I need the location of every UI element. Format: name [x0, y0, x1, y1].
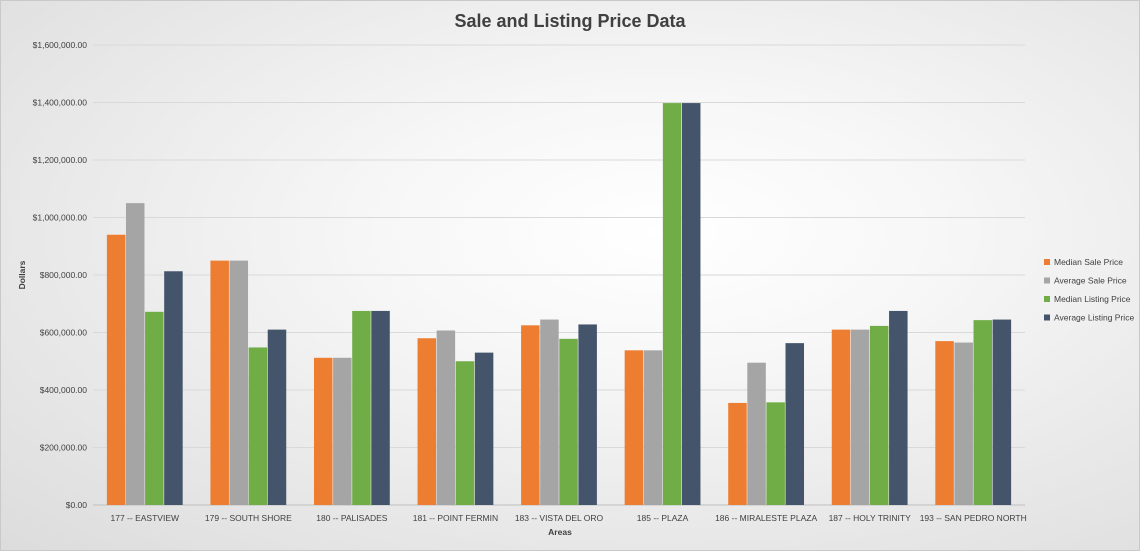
bar-average-sale-price-1 — [229, 260, 249, 505]
bar-median-listing-price-4 — [559, 338, 578, 505]
y-tick-label: $600,000.00 — [40, 328, 88, 338]
bar-average-listing-price-7 — [889, 310, 908, 505]
y-tick-label: $1,400,000.00 — [33, 98, 88, 108]
bar-average-sale-price-3 — [436, 330, 456, 505]
bar-median-sale-price-8 — [935, 341, 954, 505]
bar-average-sale-price-5 — [643, 350, 663, 505]
x-axis-title: Areas — [548, 527, 572, 537]
bars — [106, 103, 1012, 505]
y-tick-label: $0.00 — [66, 500, 88, 510]
y-tick-label: $400,000.00 — [40, 385, 88, 395]
bar-median-sale-price-6 — [728, 402, 747, 505]
bar-average-sale-price-4 — [540, 319, 559, 505]
legend-label: Average Sale Price — [1054, 276, 1127, 286]
bar-median-listing-price-7 — [869, 325, 889, 505]
bar-average-sale-price-7 — [850, 329, 870, 505]
bar-average-listing-price-1 — [267, 329, 287, 505]
chart-title: Sale and Listing Price Data — [454, 11, 686, 31]
bar-median-sale-price-3 — [417, 338, 437, 505]
x-tick-label: 193 -- SAN PEDRO NORTH — [920, 513, 1027, 523]
bar-average-listing-price-2 — [371, 310, 390, 505]
legend-label: Average Listing Price — [1054, 313, 1134, 323]
bar-median-sale-price-2 — [313, 357, 333, 505]
bar-average-sale-price-0 — [125, 203, 145, 505]
y-tick-label: $800,000.00 — [40, 270, 88, 280]
y-axis-title: Dollars — [17, 260, 27, 289]
x-tick-label: 177 -- EASTVIEW — [111, 513, 180, 523]
bar-average-sale-price-2 — [333, 357, 352, 505]
bar-average-sale-price-6 — [747, 362, 766, 505]
y-axis-tick-labels: $0.00 $200,000.00 $400,000.00 $600,000.00 $8… — [33, 40, 88, 510]
x-tick-label: 179 -- SOUTH SHORE — [205, 513, 292, 523]
x-tick-label: 180 -- PALISADES — [316, 513, 388, 523]
legend-swatch — [1044, 296, 1050, 302]
bar-average-listing-price-4 — [578, 324, 597, 505]
bar-average-listing-price-8 — [992, 319, 1012, 505]
x-tick-label: 185 -- PLAZA — [637, 513, 689, 523]
y-tick-label: $1,600,000.00 — [33, 40, 88, 50]
legend-label: Median Sale Price — [1054, 257, 1123, 267]
x-tick-label: 187 -- HOLY TRINITY — [829, 513, 912, 523]
x-tick-label: 183 -- VISTA DEL ORO — [515, 513, 604, 523]
y-tick-label: $1,200,000.00 — [33, 155, 88, 165]
bar-average-listing-price-6 — [785, 343, 805, 505]
bar-median-sale-price-5 — [624, 350, 644, 505]
y-tick-label: $1,000,000.00 — [33, 213, 88, 223]
bar-average-sale-price-8 — [954, 342, 973, 505]
legend-swatch — [1044, 277, 1050, 284]
legend-swatch — [1044, 314, 1050, 321]
bar-median-sale-price-1 — [210, 260, 229, 505]
x-tick-label: 181 -- POINT FERMIN — [413, 513, 498, 523]
y-tick-label: $200,000.00 — [40, 443, 88, 453]
bar-median-sale-price-7 — [831, 329, 851, 505]
x-axis-tick-labels: 177 -- EASTVIEW 179 -- SOUTH SHORE 180 -- … — [111, 513, 1027, 523]
bar-median-listing-price-6 — [766, 402, 785, 505]
bar-median-sale-price-0 — [106, 234, 126, 505]
gridlines — [93, 44, 1025, 506]
bar-median-listing-price-8 — [973, 320, 993, 505]
bar-median-listing-price-2 — [352, 310, 371, 505]
bar-median-listing-price-3 — [455, 361, 475, 505]
bar-median-listing-price-5 — [662, 103, 682, 505]
legend: Median Sale Price Average Sale Price Media… — [1044, 257, 1134, 323]
legend-label: Median Listing Price — [1054, 294, 1131, 304]
bar-average-listing-price-3 — [474, 352, 494, 505]
bar-median-listing-price-1 — [248, 347, 268, 505]
bar-median-listing-price-0 — [145, 311, 164, 505]
legend-swatch — [1044, 259, 1050, 265]
x-tick-label: 186 -- MIRALESTE PLAZA — [715, 513, 817, 523]
bar-average-listing-price-5 — [681, 103, 701, 505]
bar-median-sale-price-4 — [521, 325, 540, 505]
bar-average-listing-price-0 — [164, 271, 183, 505]
